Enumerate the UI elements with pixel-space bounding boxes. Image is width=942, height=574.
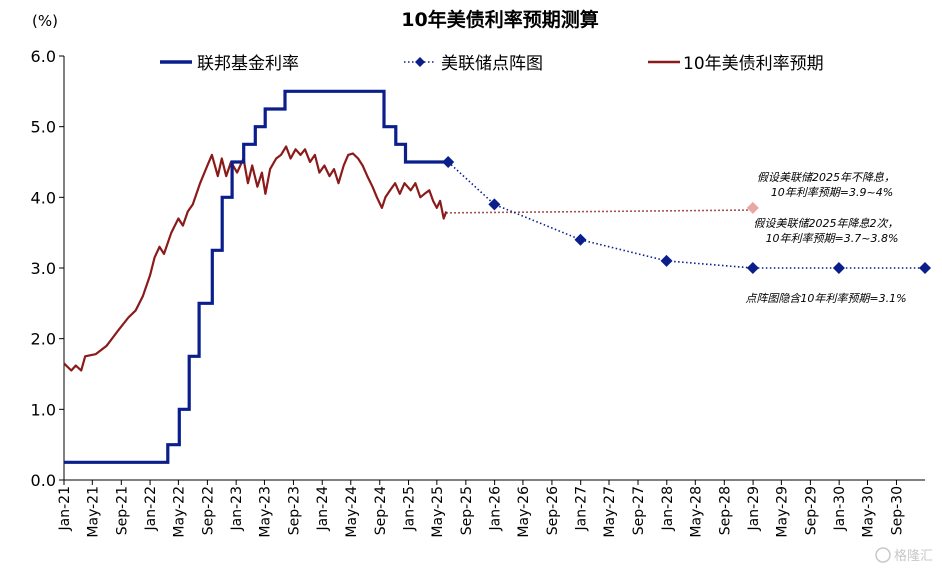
x-tick-label: May-22 (171, 486, 187, 538)
dot-plot-marker (832, 262, 845, 274)
y-tick-label: 5.0 (31, 118, 56, 137)
dot-plot-marker (919, 262, 931, 274)
x-tick-label: Jan-24 (315, 486, 331, 532)
y-tick-label: 6.0 (31, 47, 56, 66)
plot-area (63, 89, 931, 464)
dot-plot-marker (488, 198, 501, 211)
y-tick-label: 1.0 (31, 400, 56, 419)
fed-funds-line (64, 89, 449, 464)
x-tick-label: Jan-30 (832, 486, 848, 531)
dot-plot-marker (442, 156, 455, 168)
dot-plot-marker (660, 254, 673, 267)
legend-label-fed: 联邦基金利率 (197, 54, 299, 74)
yield-projection-line (446, 209, 753, 214)
x-tick-label: Sep-29 (803, 486, 819, 535)
watermark-logo-icon (875, 547, 891, 563)
x-tick-label: May-30 (860, 486, 876, 538)
dot-plot-marker (746, 262, 759, 274)
legend-label-yield: 10年美债利率预期 (683, 54, 824, 74)
y-ticks: 0.0 1.0 2.0 3.0 4.0 5.0 6.0 (31, 47, 64, 490)
x-tick-label: May-26 (516, 486, 532, 538)
x-tick-label: May-21 (85, 486, 101, 538)
x-tick-label: May-23 (257, 486, 273, 538)
legend: 联邦基金利率 美联储点阵图 10年美债利率预期 (160, 54, 824, 74)
x-tick-label: Sep-23 (286, 486, 302, 535)
x-tick-label: Sep-30 (889, 486, 905, 535)
x-tick-label: Sep-27 (631, 486, 647, 535)
y-tick-label: 2.0 (31, 330, 56, 349)
annotation-two-cuts-line2: 10年利率预期=3.7~3.8% (766, 232, 899, 245)
y-tick-label: 4.0 (31, 188, 56, 207)
yield-projection-marker (746, 201, 759, 214)
x-tick-label: Jan-29 (746, 486, 762, 531)
watermark: 格隆汇 (875, 547, 933, 564)
legend-label-dots: 美联储点阵图 (441, 54, 543, 74)
x-tick-label: Jan-28 (660, 486, 676, 531)
x-tick-label: Jan-25 (402, 486, 418, 531)
x-tick-label: Sep-28 (717, 486, 733, 535)
x-tick-label: Jan-23 (229, 486, 245, 531)
annotation-dot-plot: 点阵图隐含10年利率预期=3.1% (745, 292, 906, 305)
x-tick-label: Jan-22 (143, 486, 159, 531)
y-tick-label: 3.0 (31, 259, 56, 278)
x-tick-label: May-24 (344, 486, 360, 538)
x-tick-label: Sep-24 (373, 486, 389, 535)
annotation-no-cut-line1: 假设美联储2025年不降息， (757, 171, 895, 184)
y-unit-label: (%) (32, 12, 58, 30)
yield-line (63, 145, 448, 372)
axes (63, 56, 925, 481)
x-tick-label: Sep-25 (459, 486, 475, 535)
x-tick-label: Jan-26 (488, 486, 504, 532)
x-tick-label: Jan-21 (57, 486, 73, 531)
x-tick-label: May-28 (688, 486, 704, 538)
x-tick-label: Jan-27 (574, 486, 590, 531)
y-tick-label: 0.0 (31, 471, 56, 490)
x-tick-label: Sep-21 (114, 486, 130, 535)
x-tick-label: May-25 (430, 486, 446, 538)
legend-marker-dots (415, 57, 425, 67)
watermark-text: 格隆汇 (894, 548, 933, 564)
x-tick-label: May-27 (602, 486, 618, 538)
annotation-no-cut-line2: 10年利率预期=3.9~4% (771, 186, 893, 199)
x-ticks: Jan-21 May-21 Sep-21 Jan-22 May-22 Sep-22 Jan-… (57, 480, 905, 538)
dot-plot-marker (574, 233, 587, 246)
x-tick-label: Sep-22 (200, 486, 216, 535)
x-tick-label: Sep-26 (545, 486, 561, 535)
annotation-two-cuts-line1: 假设美联储2025年降息2次， (754, 217, 899, 230)
annotations: 假设美联储2025年不降息， 10年利率预期=3.9~4% 假设美联储2025年… (745, 171, 906, 305)
x-tick-label: May-29 (774, 486, 790, 538)
chart-title: 10年美债利率预期测算 (401, 8, 598, 31)
